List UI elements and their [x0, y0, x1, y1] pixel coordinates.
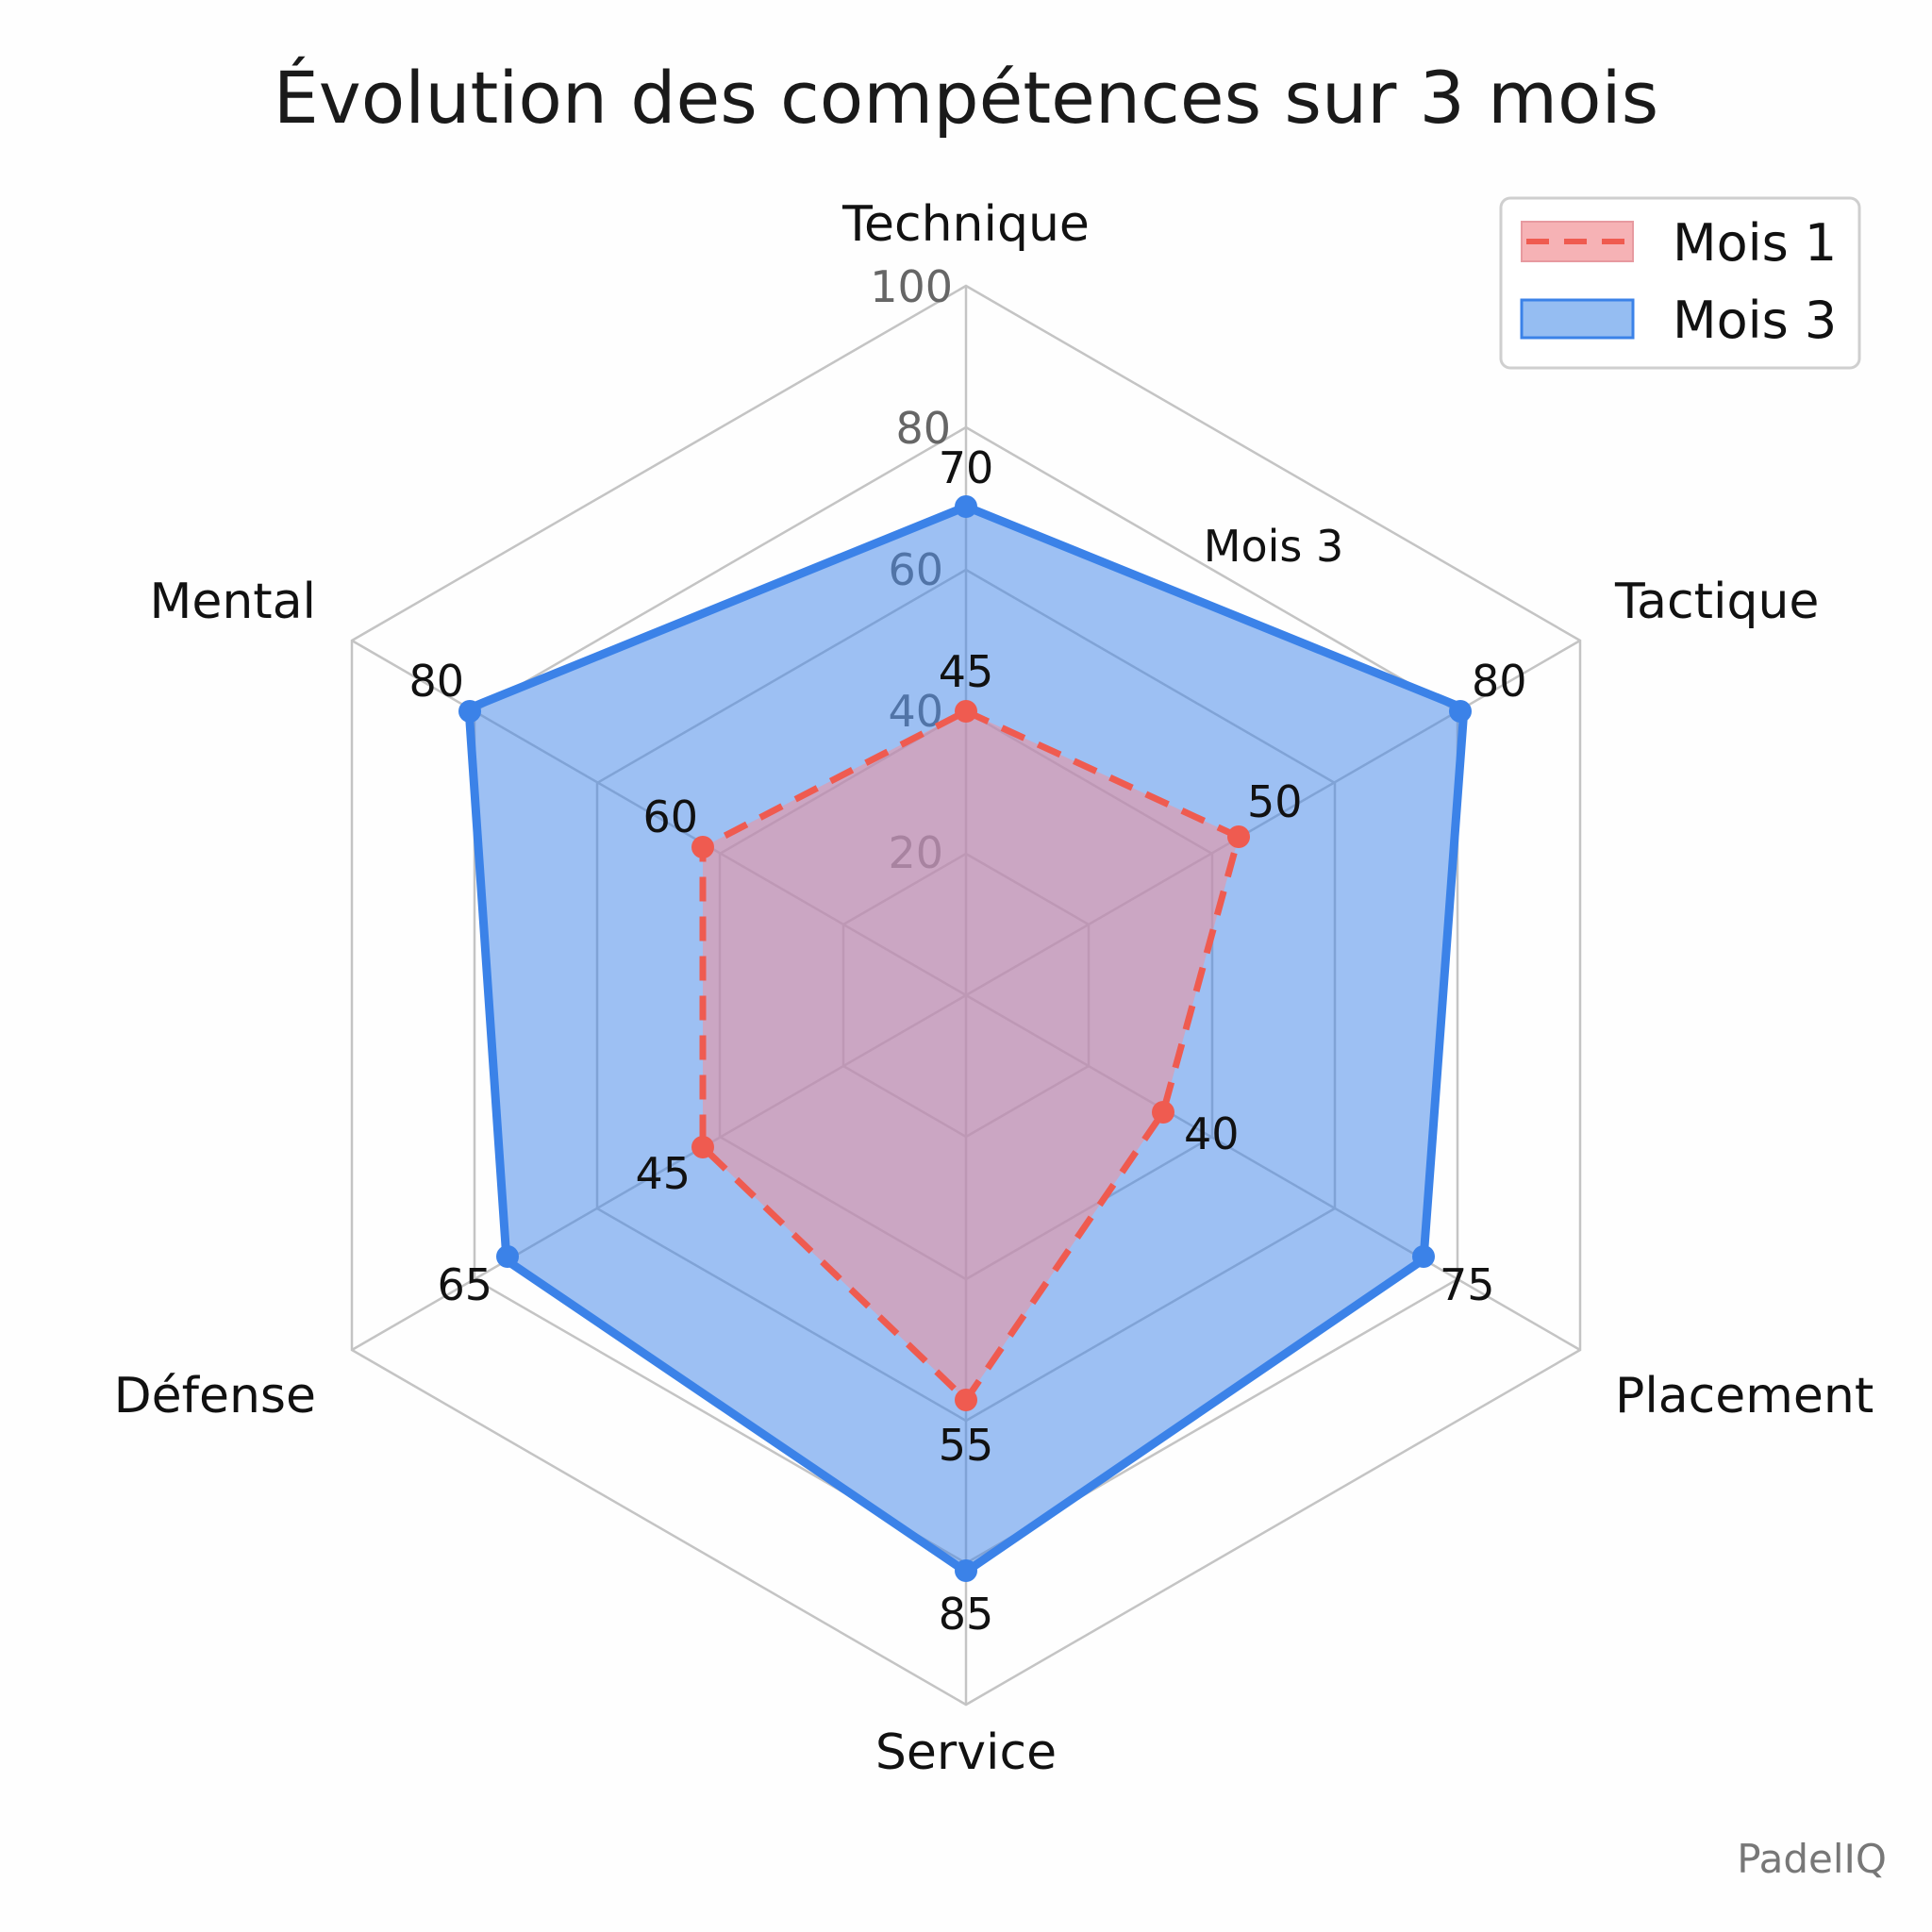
point-mois3-service [955, 1559, 977, 1582]
tick-100: 100 [870, 261, 953, 312]
value-mois3-defense: 65 [437, 1259, 492, 1310]
point-mois1-placement [1152, 1101, 1174, 1124]
tick-80: 80 [895, 403, 951, 454]
axis-label-tactique: Tactique [1614, 574, 1819, 630]
value-mois3-tactique: 80 [1472, 656, 1527, 707]
point-mois1-tactique [1227, 825, 1250, 848]
point-mois3-defense [496, 1245, 519, 1268]
point-mois1-defense [691, 1136, 714, 1158]
value-mois1-tactique: 50 [1247, 776, 1303, 827]
point-mois3-mental [458, 700, 481, 723]
value-mois1-mental: 60 [642, 791, 698, 842]
point-mois3-tactique [1449, 700, 1472, 723]
value-mois1-defense: 45 [635, 1148, 691, 1199]
axis-label-technique: Technique [841, 196, 1090, 253]
mois1-value-labels: 45 50 40 55 45 60 [635, 646, 1302, 1471]
value-mois1-service: 55 [939, 1420, 994, 1471]
axis-label-mental: Mental [149, 574, 316, 630]
point-mois1-service [955, 1389, 977, 1411]
legend-item-mois-3[interactable]: Mois 3 [1520, 291, 1837, 350]
axis-label-placement: Placement [1615, 1368, 1874, 1424]
value-mois1-placement: 40 [1184, 1108, 1240, 1159]
legend: Mois 1 Mois 3 [1499, 196, 1861, 370]
point-mois3-placement [1412, 1245, 1435, 1268]
point-mois1-mental [691, 836, 714, 858]
legend-label-mois-1: Mois 1 [1673, 213, 1837, 273]
value-mois1-technique: 45 [939, 646, 994, 697]
watermark-logo: PadelIQ [1737, 1836, 1887, 1882]
axis-label-defense: Défense [114, 1368, 316, 1424]
chart-title: Évolution des compétences sur 3 mois [274, 56, 1659, 140]
value-mois3-placement: 75 [1440, 1259, 1495, 1310]
point-mois1-technique [955, 700, 977, 723]
value-mois3-mental: 80 [408, 656, 464, 707]
axis-labels: Technique Tactique Placement Service Déf… [114, 196, 1874, 1781]
point-mois3-technique [955, 495, 977, 518]
series-annotation: Mois 3 [1204, 521, 1343, 572]
value-mois3-technique: 70 [939, 442, 994, 493]
legend-swatch-mois-3 [1520, 298, 1635, 340]
series-mois-1 [691, 700, 1250, 1411]
legend-item-mois-1[interactable]: Mois 1 [1521, 213, 1837, 273]
legend-label-mois-3: Mois 3 [1673, 291, 1837, 350]
axis-label-service: Service [875, 1724, 1057, 1781]
mois3-value-labels: 70 80 75 85 65 80 [408, 442, 1526, 1640]
value-mois3-service: 85 [939, 1589, 994, 1640]
